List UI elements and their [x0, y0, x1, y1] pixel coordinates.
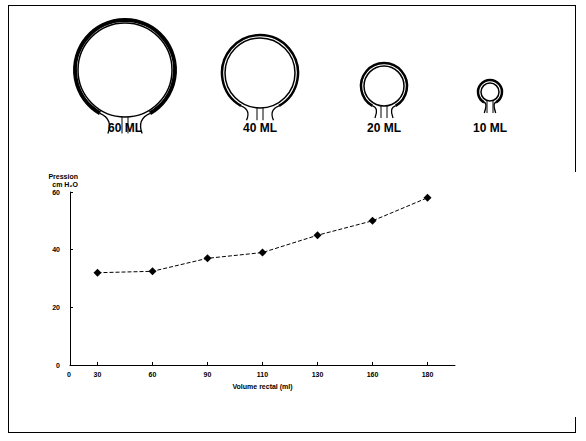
- svg-text:160: 160: [367, 371, 379, 378]
- svg-text:Pression: Pression: [48, 173, 78, 180]
- svg-text:Volume rectal (ml): Volume rectal (ml): [232, 383, 292, 391]
- svg-text:0: 0: [67, 371, 71, 378]
- svg-text:40: 40: [52, 246, 60, 253]
- svg-text:60 ML: 60 ML: [108, 121, 142, 135]
- svg-text:30: 30: [94, 371, 102, 378]
- svg-text:cm H₂O: cm H₂O: [52, 181, 78, 188]
- svg-text:40 ML: 40 ML: [243, 121, 277, 135]
- svg-text:0: 0: [56, 362, 60, 369]
- svg-text:130: 130: [312, 371, 324, 378]
- svg-text:110: 110: [257, 371, 268, 378]
- svg-text:10 ML: 10 ML: [473, 121, 507, 135]
- svg-text:20 ML: 20 ML: [367, 121, 401, 135]
- svg-text:90: 90: [204, 371, 212, 378]
- svg-text:20: 20: [52, 304, 60, 311]
- svg-text:60: 60: [149, 371, 157, 378]
- svg-text:180: 180: [422, 371, 434, 378]
- svg-text:60: 60: [52, 189, 60, 196]
